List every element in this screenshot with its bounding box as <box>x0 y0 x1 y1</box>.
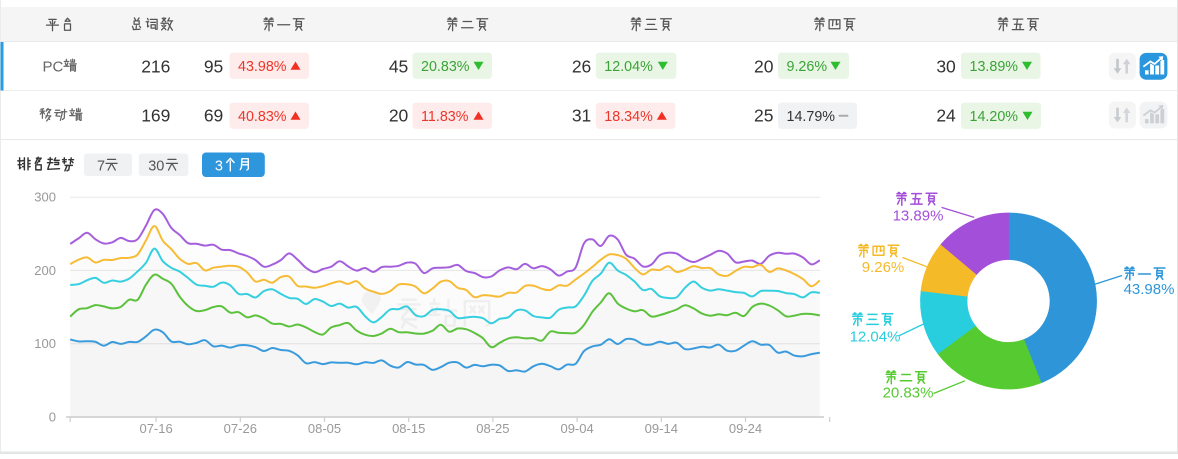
svg-text:300: 300 <box>34 190 56 205</box>
svg-text:25: 25 <box>754 106 773 126</box>
svg-text:0: 0 <box>49 410 56 425</box>
svg-text:20: 20 <box>389 106 409 126</box>
svg-text:11.83%: 11.83% <box>421 109 469 125</box>
svg-text:24: 24 <box>936 106 956 126</box>
svg-text:45: 45 <box>389 56 408 76</box>
svg-text:14.20%: 14.20% <box>970 109 1019 125</box>
svg-text:08-25: 08-25 <box>476 421 509 436</box>
svg-text:31: 31 <box>572 106 591 126</box>
svg-text:07-16: 07-16 <box>139 421 172 436</box>
svg-text:08-05: 08-05 <box>308 421 341 436</box>
svg-text:43.98%: 43.98% <box>1124 281 1175 298</box>
svg-text:14.79%: 14.79% <box>787 109 836 125</box>
svg-text:20: 20 <box>754 56 774 76</box>
svg-text:30: 30 <box>936 56 956 76</box>
svg-text:30: 30 <box>148 158 164 174</box>
svg-text:26: 26 <box>572 56 591 76</box>
svg-text:PC: PC <box>43 58 64 75</box>
svg-text:18.34%: 18.34% <box>604 109 653 125</box>
svg-text:95: 95 <box>204 56 223 76</box>
svg-text:43.98%: 43.98% <box>238 59 287 75</box>
svg-text:7: 7 <box>97 158 105 174</box>
svg-text:40.83%: 40.83% <box>238 109 287 125</box>
svg-text:9.26%: 9.26% <box>787 59 828 75</box>
svg-text:216: 216 <box>141 56 170 76</box>
svg-text:12.04%: 12.04% <box>604 59 653 75</box>
svg-text:09-04: 09-04 <box>560 421 593 436</box>
svg-text:09-14: 09-14 <box>645 421 678 436</box>
svg-text:9.26%: 9.26% <box>862 259 905 276</box>
svg-text:07-26: 07-26 <box>224 421 257 436</box>
svg-text:20.83%: 20.83% <box>421 59 470 75</box>
svg-text:13.89%: 13.89% <box>893 208 944 225</box>
svg-text:09-24: 09-24 <box>729 421 762 436</box>
svg-text:3: 3 <box>215 159 223 175</box>
svg-text:20.83%: 20.83% <box>883 385 934 402</box>
svg-text:08-15: 08-15 <box>392 421 425 436</box>
svg-text:69: 69 <box>204 106 223 126</box>
svg-text:200: 200 <box>34 263 56 278</box>
svg-text:169: 169 <box>141 106 170 126</box>
svg-text:100: 100 <box>34 336 56 351</box>
svg-text:13.89%: 13.89% <box>970 59 1019 75</box>
svg-text:12.04%: 12.04% <box>850 329 901 346</box>
